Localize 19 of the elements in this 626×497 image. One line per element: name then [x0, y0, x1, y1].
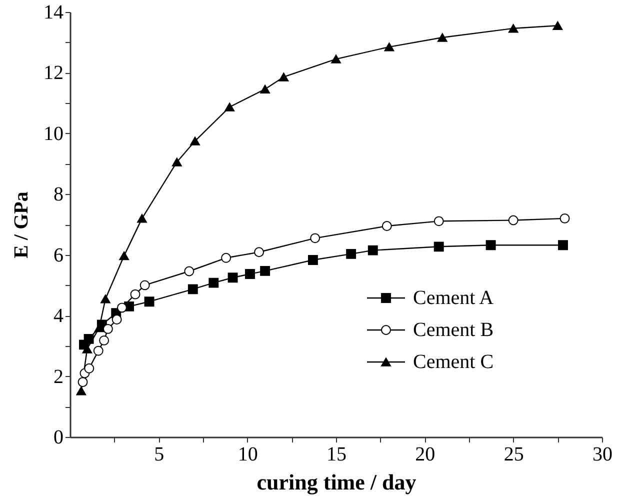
y-tick-label: 0	[54, 426, 64, 448]
y-tick-label: 6	[54, 244, 64, 266]
y-axis-title: E / GPa	[10, 192, 32, 258]
legend-label: Cement B	[413, 319, 494, 341]
x-tick-label: 25	[504, 444, 524, 466]
legend-label: Cement A	[413, 287, 494, 309]
y-tick-label: 4	[54, 305, 64, 328]
x-tick-label: 5	[154, 444, 164, 466]
legend-label: Cement C	[413, 351, 494, 373]
x-tick-label: 20	[415, 444, 436, 466]
y-tick-label: 10	[44, 122, 64, 145]
y-tick-label: 12	[44, 62, 64, 84]
y-tick-label: 14	[44, 2, 64, 24]
x-tick-label: 30	[592, 444, 612, 466]
x-axis-title: curing time / day	[256, 470, 416, 494]
x-tick-label: 15	[326, 444, 346, 466]
y-tick-label: 2	[54, 366, 64, 388]
x-tick-label: 10	[238, 444, 258, 466]
y-tick-label: 8	[54, 184, 64, 206]
